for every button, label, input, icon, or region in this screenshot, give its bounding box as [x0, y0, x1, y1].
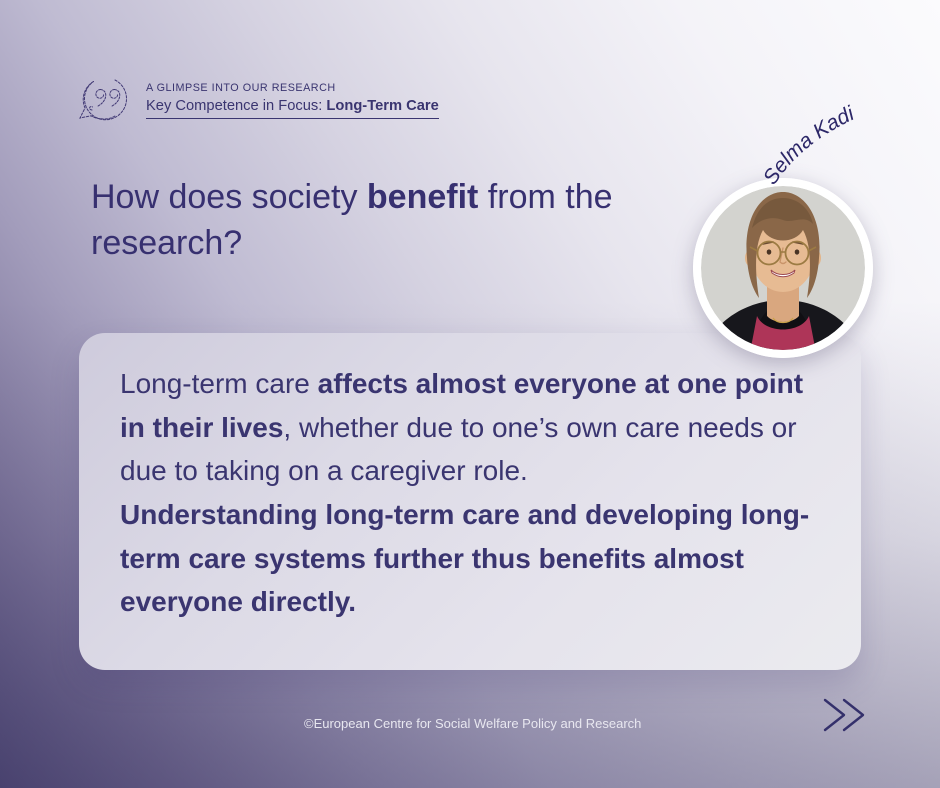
svg-text:Selma Kadi: Selma Kadi: [759, 101, 859, 188]
